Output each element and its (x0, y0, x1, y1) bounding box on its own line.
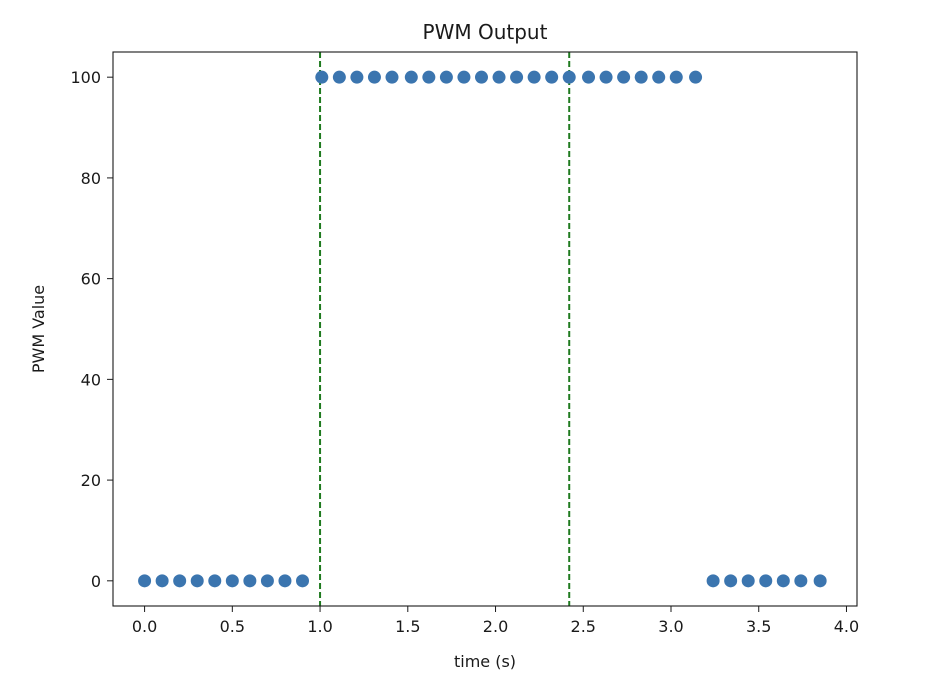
data-point (562, 70, 576, 84)
data-point (582, 70, 596, 84)
data-point (296, 574, 310, 588)
data-point (225, 574, 239, 588)
x-tick-label: 2.0 (483, 617, 508, 636)
data-point (510, 70, 524, 84)
y-axis-label: PWM Value (29, 285, 48, 373)
y-tick-label: 100 (70, 68, 101, 87)
data-point (422, 70, 436, 84)
data-point (652, 70, 666, 84)
x-axis: 0.0 0.5 1.0 1.5 2.0 2.5 3.0 3.5 4.0 (132, 606, 859, 636)
data-point (794, 574, 808, 588)
data-point (776, 574, 790, 588)
y-axis: 0 20 40 60 80 100 (70, 68, 113, 591)
x-tick-label: 3.5 (746, 617, 771, 636)
y-tick-label: 80 (81, 169, 101, 188)
y-tick-label: 0 (91, 572, 101, 591)
y-tick-label: 60 (81, 270, 101, 289)
data-point (208, 574, 222, 588)
x-axis-label: time (s) (454, 652, 516, 671)
data-point (260, 574, 274, 588)
y-tick-label: 40 (81, 370, 101, 389)
data-point (385, 70, 399, 84)
data-point (669, 70, 683, 84)
x-tick-label: 0.0 (132, 617, 157, 636)
data-point (350, 70, 364, 84)
data-point (527, 70, 541, 84)
data-point (278, 574, 292, 588)
data-point (173, 574, 187, 588)
x-tick-label: 4.0 (834, 617, 859, 636)
data-point (689, 70, 703, 84)
data-point (155, 574, 169, 588)
x-tick-label: 3.0 (658, 617, 683, 636)
data-point (634, 70, 648, 84)
data-point (759, 574, 773, 588)
data-point (724, 574, 738, 588)
data-point (315, 70, 329, 84)
data-point (474, 70, 488, 84)
x-tick-label: 1.5 (395, 617, 420, 636)
data-point (741, 574, 755, 588)
chart-title: PWM Output (423, 20, 548, 44)
data-point (138, 574, 152, 588)
data-point (332, 70, 346, 84)
data-point (492, 70, 506, 84)
data-point (439, 70, 453, 84)
x-tick-label: 0.5 (220, 617, 245, 636)
data-point (545, 70, 559, 84)
plot-area (138, 52, 827, 606)
data-point (243, 574, 257, 588)
data-point (617, 70, 631, 84)
data-point (367, 70, 381, 84)
x-tick-label: 1.0 (307, 617, 332, 636)
data-point (599, 70, 613, 84)
data-point (190, 574, 204, 588)
plot-frame (112, 51, 858, 607)
data-point (813, 574, 827, 588)
data-point (404, 70, 418, 84)
data-point (706, 574, 720, 588)
x-tick-label: 2.5 (571, 617, 596, 636)
y-tick-label: 20 (81, 471, 101, 490)
data-point (457, 70, 471, 84)
